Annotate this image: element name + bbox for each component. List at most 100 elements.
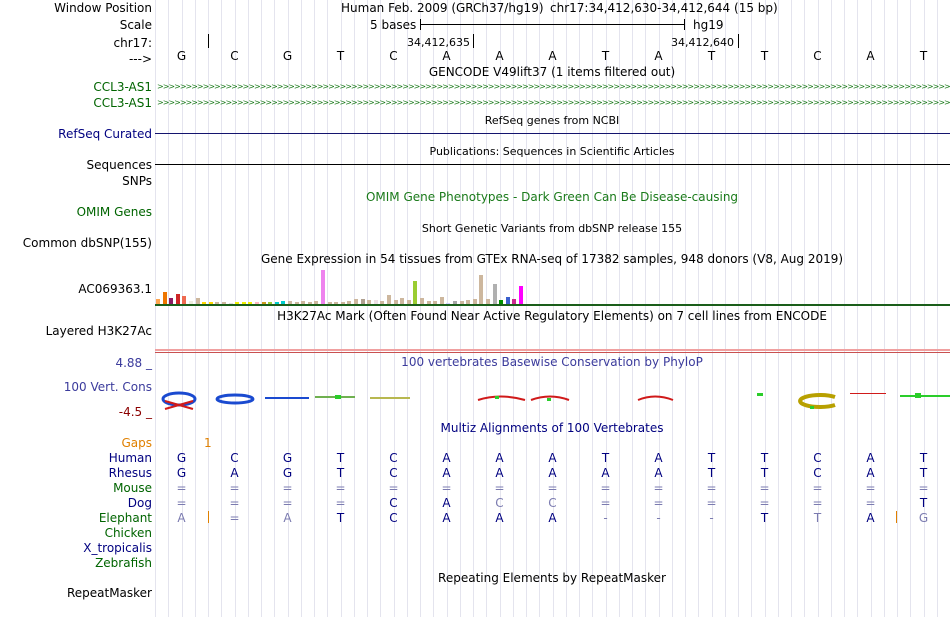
dog-base-13: = — [865, 496, 876, 510]
scale-bar-right-tick — [684, 19, 685, 30]
label-chicken[interactable]: Chicken — [104, 526, 152, 540]
gtex-bar[interactable] — [215, 302, 220, 304]
gtex-bar[interactable] — [433, 301, 438, 304]
gtex-bar[interactable] — [195, 298, 200, 304]
gtex-bar[interactable] — [307, 302, 312, 304]
label-gaps[interactable]: Gaps — [121, 436, 152, 450]
gtex-bar[interactable] — [255, 302, 259, 304]
label-dog[interactable]: Dog — [127, 496, 152, 510]
gtex-bar[interactable] — [182, 296, 187, 304]
gtex-bar[interactable] — [420, 298, 424, 304]
gtex-bar[interactable] — [235, 302, 240, 304]
label-mouse[interactable]: Mouse — [113, 481, 152, 495]
gtex-bar[interactable] — [162, 292, 167, 304]
label-xtrop[interactable]: X_tropicalis — [83, 541, 152, 555]
track-area[interactable]: Human Feb. 2009 (GRCh37/hg19) chr17:34,4… — [155, 0, 950, 617]
gtex-bar[interactable] — [189, 301, 193, 304]
gtex-bar[interactable] — [294, 302, 299, 304]
gtex-bar[interactable] — [208, 302, 213, 304]
scale-db: hg19 — [693, 18, 724, 32]
label-cons[interactable]: 100 Vert. Cons — [63, 380, 152, 394]
gtex-bar[interactable] — [261, 302, 266, 304]
gtex-bar[interactable] — [400, 298, 405, 304]
gtex-bar[interactable] — [367, 300, 372, 304]
base-11: T — [760, 49, 769, 63]
gtex-bar[interactable] — [156, 299, 160, 304]
gtex-bar[interactable] — [466, 300, 471, 304]
gtex-bar[interactable] — [301, 301, 306, 304]
gtex-bar[interactable] — [169, 298, 174, 304]
gtex-bar[interactable] — [453, 301, 457, 304]
label-h3k27ac[interactable]: Layered H3K27Ac — [45, 324, 152, 338]
label-repeatmasker[interactable]: RepeatMasker — [66, 586, 152, 600]
dog-base-3: = — [335, 496, 346, 510]
gridline — [301, 0, 302, 617]
gtex-bar[interactable] — [314, 301, 319, 304]
gtex-bar[interactable] — [512, 299, 517, 304]
gtex-bar-graph[interactable] — [155, 268, 950, 304]
gtex-bar[interactable] — [228, 303, 233, 304]
label-elephant[interactable]: Elephant — [98, 511, 152, 525]
gtex-bar[interactable] — [472, 299, 477, 304]
label-human[interactable]: Human — [108, 451, 152, 465]
dog-base-2: = — [282, 496, 293, 510]
gtex-bar[interactable] — [288, 301, 292, 304]
gtex-bar[interactable] — [446, 303, 451, 304]
gtex-bar[interactable] — [175, 294, 180, 304]
mouse-base-9: = — [653, 481, 664, 495]
gtex-bar[interactable] — [406, 300, 411, 304]
gtex-bar[interactable] — [505, 297, 510, 304]
label-gencode-2[interactable]: CCL3-AS1 — [93, 96, 152, 110]
label-rhesus[interactable]: Rhesus — [108, 466, 152, 480]
gencode-transcript-2[interactable]: >>>>>>>>>>>>>>>>>>>>>>>>>>>>>>>>>>>>>>>>… — [157, 98, 950, 107]
gtex-bar[interactable] — [413, 281, 418, 304]
h3k27ac-signal[interactable] — [155, 349, 950, 351]
gtex-bar[interactable] — [241, 302, 246, 304]
gridline — [208, 0, 209, 617]
gtex-bar[interactable] — [393, 300, 398, 304]
gtex-bar[interactable] — [340, 302, 345, 304]
gtex-bar[interactable] — [274, 302, 279, 304]
label-gencode-1[interactable]: CCL3-AS1 — [93, 80, 152, 94]
gtex-bar[interactable] — [492, 284, 497, 304]
elephant-base-1: = — [229, 511, 240, 525]
phylop-plot[interactable] — [155, 385, 950, 415]
label-gtex-gene[interactable]: AC069363.1 — [78, 282, 152, 296]
gtex-bar[interactable] — [519, 286, 523, 304]
assembly-title: Human Feb. 2009 (GRCh37/hg19) — [341, 1, 544, 15]
gtex-bar[interactable] — [439, 297, 444, 304]
gencode-transcript-1[interactable]: >>>>>>>>>>>>>>>>>>>>>>>>>>>>>>>>>>>>>>>>… — [157, 82, 950, 91]
label-sequences[interactable]: Sequences — [86, 158, 152, 172]
label-zebrafish[interactable]: Zebrafish — [95, 556, 152, 570]
gtex-bar[interactable] — [281, 301, 286, 304]
label-dbsnp[interactable]: Common dbSNP(155) — [22, 236, 152, 250]
gtex-bar[interactable] — [499, 300, 504, 304]
label-refseq[interactable]: RefSeq Curated — [58, 127, 152, 141]
gtex-bar[interactable] — [268, 302, 273, 304]
dog-base-0: = — [176, 496, 187, 510]
refseq-line[interactable] — [155, 133, 950, 134]
gtex-bar[interactable] — [222, 302, 226, 304]
label-omim[interactable]: OMIM Genes — [76, 205, 152, 219]
gtex-bar[interactable] — [360, 299, 365, 304]
gtex-bar[interactable] — [354, 299, 358, 304]
gtex-bar[interactable] — [248, 302, 253, 304]
position-title: chr17:34,412,630-34,412,644 (15 bp) — [550, 1, 778, 15]
gtex-bar[interactable] — [387, 295, 391, 304]
gtex-bar[interactable] — [334, 302, 339, 304]
mouse-base-1: = — [229, 481, 240, 495]
gridline — [354, 0, 355, 617]
gtex-bar[interactable] — [479, 275, 484, 304]
gtex-bar[interactable] — [373, 300, 378, 304]
gtex-bar[interactable] — [459, 301, 464, 304]
gtex-bar[interactable] — [347, 301, 352, 304]
pubs-line[interactable] — [155, 164, 950, 165]
gtex-bar[interactable] — [327, 302, 332, 304]
label-snps[interactable]: SNPs — [122, 174, 152, 188]
gtex-bar[interactable] — [380, 301, 385, 304]
gtex-bar[interactable] — [321, 270, 325, 304]
gtex-bar[interactable] — [486, 299, 490, 304]
gtex-bar[interactable] — [426, 301, 431, 304]
gtex-bar[interactable] — [202, 302, 207, 304]
phylop-mark-10 — [547, 398, 551, 401]
